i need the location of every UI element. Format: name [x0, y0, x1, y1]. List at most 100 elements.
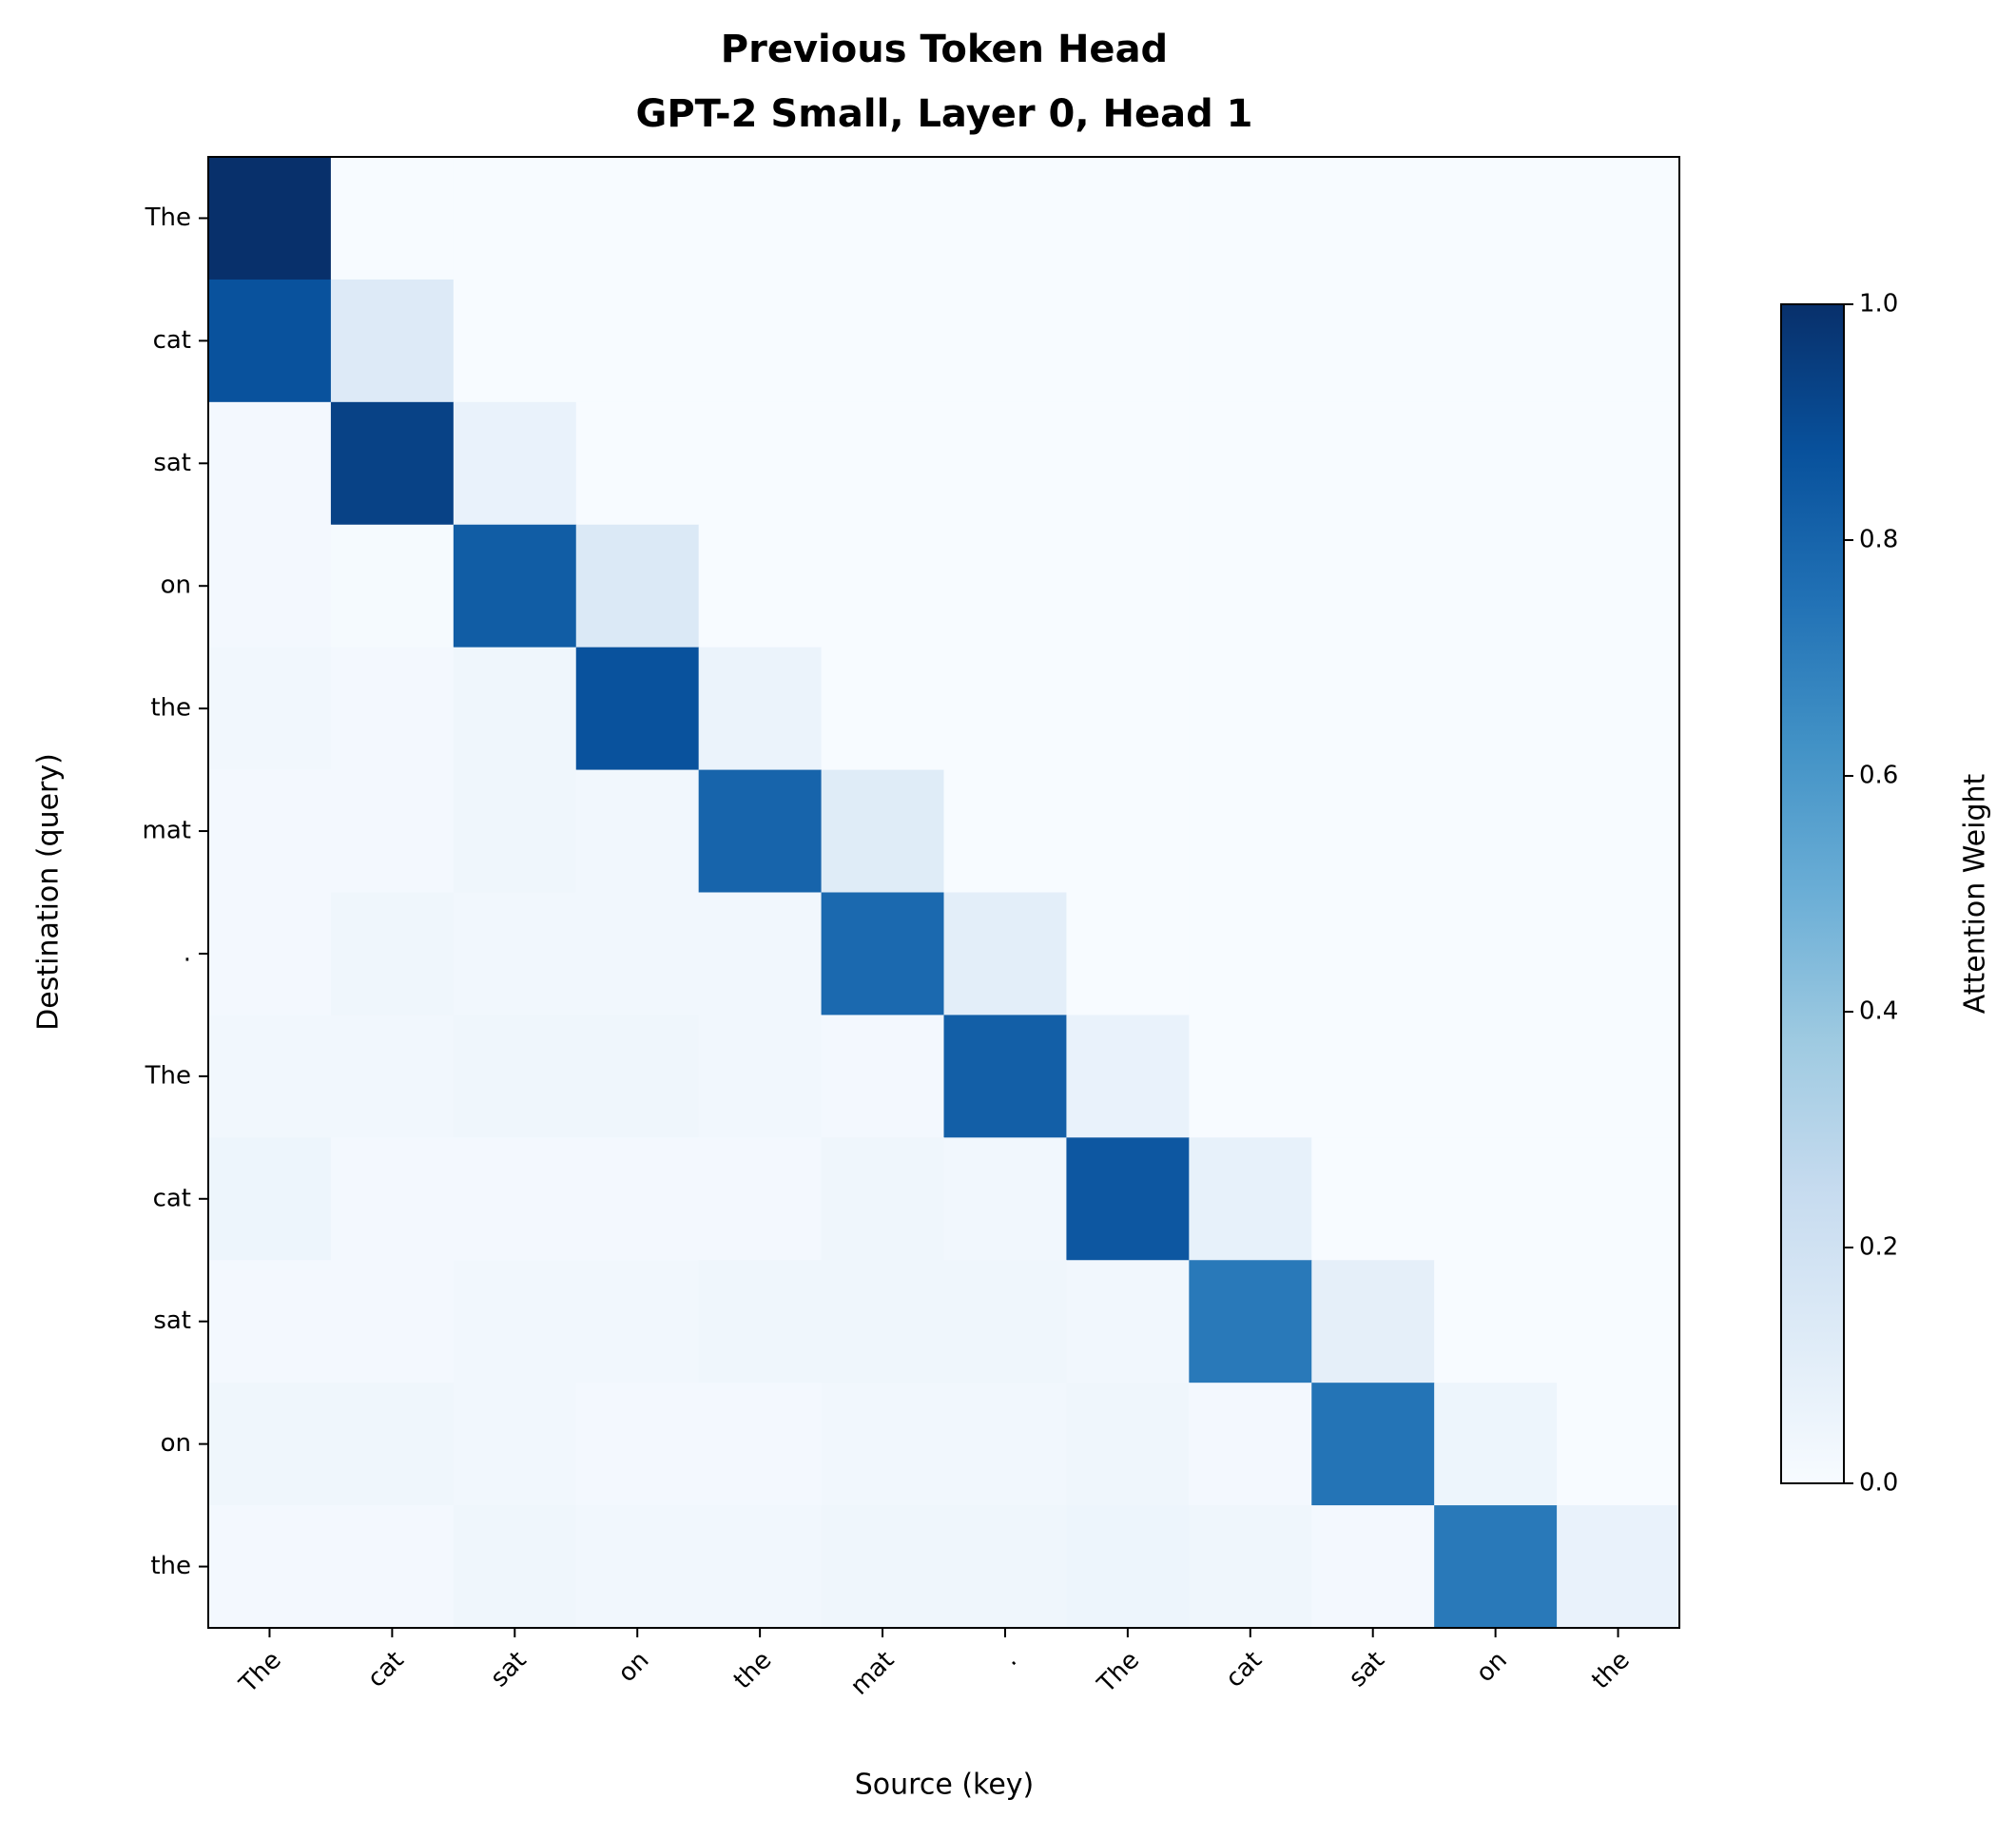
- heatmap-cell: [575, 1015, 700, 1138]
- heatmap-cell: [1434, 892, 1558, 1016]
- heatmap-cell: [453, 1015, 577, 1138]
- heatmap-cell: [1434, 279, 1558, 403]
- y-tick-label: The: [145, 203, 191, 232]
- heatmap-cell: [821, 892, 944, 1016]
- heatmap-cell: [821, 1137, 944, 1261]
- heatmap-cell: [1066, 1260, 1190, 1383]
- heatmap-cell: [698, 1383, 823, 1506]
- heatmap-cell: [1311, 157, 1435, 281]
- heatmap-cell: [453, 524, 577, 648]
- heatmap-cell: [1311, 524, 1435, 648]
- heatmap-cell: [1311, 1260, 1435, 1383]
- heatmap-cell: [698, 892, 823, 1016]
- heatmap-cell: [1066, 157, 1190, 281]
- heatmap-cell: [1434, 1015, 1558, 1138]
- colorbar: [1780, 303, 1845, 1484]
- heatmap-cell: [575, 769, 700, 893]
- heatmap-cell: [453, 1137, 577, 1261]
- heatmap-cell: [943, 647, 1067, 771]
- heatmap-cell: [1311, 1505, 1435, 1629]
- heatmap-cell: [1066, 1505, 1190, 1629]
- heatmap-cell: [698, 1137, 823, 1261]
- y-tick-label: cat: [153, 326, 191, 355]
- y-tick-label: mat: [143, 817, 191, 845]
- heatmap-cell: [1311, 1383, 1435, 1506]
- heatmap-cell: [575, 1137, 700, 1261]
- y-tick-label: The: [145, 1061, 191, 1090]
- heatmap-cell: [208, 157, 332, 281]
- heatmap-cell: [821, 401, 944, 526]
- heatmap-cell: [698, 769, 823, 893]
- x-axis-label: Source (key): [855, 1769, 1035, 1802]
- heatmap-cell: [1557, 1260, 1680, 1383]
- colorbar-tick-label: 0.2: [1859, 1233, 1898, 1262]
- heatmap-cell: [1557, 157, 1680, 281]
- heatmap-cell: [330, 157, 455, 281]
- heatmap-cell: [698, 401, 823, 526]
- heatmap-cell: [821, 647, 944, 771]
- plot-frame: [207, 156, 1680, 1629]
- heatmap-cell: [1311, 1137, 1435, 1261]
- heatmap-cell: [1434, 157, 1558, 281]
- x-tick-label: The: [1092, 1646, 1145, 1699]
- heatmap-cell: [330, 1505, 455, 1629]
- y-tick-label: sat: [153, 449, 191, 477]
- heatmap-cell: [453, 1260, 577, 1383]
- heatmap-cell: [208, 1137, 332, 1261]
- x-tick-label: mat: [845, 1646, 901, 1701]
- heatmap-cell: [330, 279, 455, 403]
- heatmap-cell: [453, 401, 577, 526]
- colorbar-tick-label: 0.8: [1859, 526, 1898, 554]
- heatmap-cell: [1066, 1383, 1190, 1506]
- heatmap-cell: [1066, 1137, 1190, 1261]
- heatmap-cell: [1189, 279, 1312, 403]
- heatmap-cell: [453, 647, 577, 771]
- heatmap-cell: [1557, 524, 1680, 648]
- heatmap-cell: [453, 157, 577, 281]
- x-tick-label: the: [1586, 1646, 1635, 1694]
- heatmap-cell: [1066, 647, 1190, 771]
- heatmap-cell: [1434, 1505, 1558, 1629]
- heatmap-cell: [943, 1383, 1067, 1506]
- heatmap-cell: [943, 1260, 1067, 1383]
- heatmap-cell: [1189, 524, 1312, 648]
- heatmap-cell: [821, 769, 944, 893]
- heatmap-cell: [943, 892, 1067, 1016]
- heatmap-cell: [821, 1383, 944, 1506]
- heatmap-cell: [1066, 1015, 1190, 1138]
- heatmap-cell: [1557, 1505, 1680, 1629]
- x-tick-label: sat: [1344, 1646, 1390, 1693]
- heatmap-cell: [821, 279, 944, 403]
- heatmap-cell: [698, 524, 823, 648]
- heatmap-cell: [821, 157, 944, 281]
- heatmap-cell: [330, 1383, 455, 1506]
- heatmap-cell: [208, 279, 332, 403]
- heatmap-cell: [575, 1260, 700, 1383]
- heatmap-cell: [330, 769, 455, 893]
- heatmap-cell: [698, 279, 823, 403]
- x-tick-label: on: [1471, 1646, 1513, 1688]
- heatmap-cell: [575, 157, 700, 281]
- heatmap-cell: [208, 1260, 332, 1383]
- heatmap-cell: [330, 647, 455, 771]
- heatmap-cell: [1311, 769, 1435, 893]
- heatmap-cell: [943, 1137, 1067, 1261]
- heatmap-cell: [1189, 1383, 1312, 1506]
- y-tick-label: on: [161, 571, 191, 600]
- heatmap-cell: [453, 892, 577, 1016]
- heatmap-cell: [1434, 1260, 1558, 1383]
- heatmap-cell: [453, 769, 577, 893]
- heatmap-cell: [1557, 1137, 1680, 1261]
- heatmap-cell: [575, 892, 700, 1016]
- heatmap-cell: [943, 157, 1067, 281]
- heatmap-cell: [575, 1505, 700, 1629]
- heatmap-cell: [1066, 892, 1190, 1016]
- heatmap-cell: [943, 769, 1067, 893]
- heatmap-cell: [1311, 892, 1435, 1016]
- heatmap-cell: [821, 1260, 944, 1383]
- heatmap-cell: [575, 1383, 700, 1506]
- heatmap-cell: [1311, 1015, 1435, 1138]
- heatmap-cell: [575, 647, 700, 771]
- heatmap-cell: [208, 1383, 332, 1506]
